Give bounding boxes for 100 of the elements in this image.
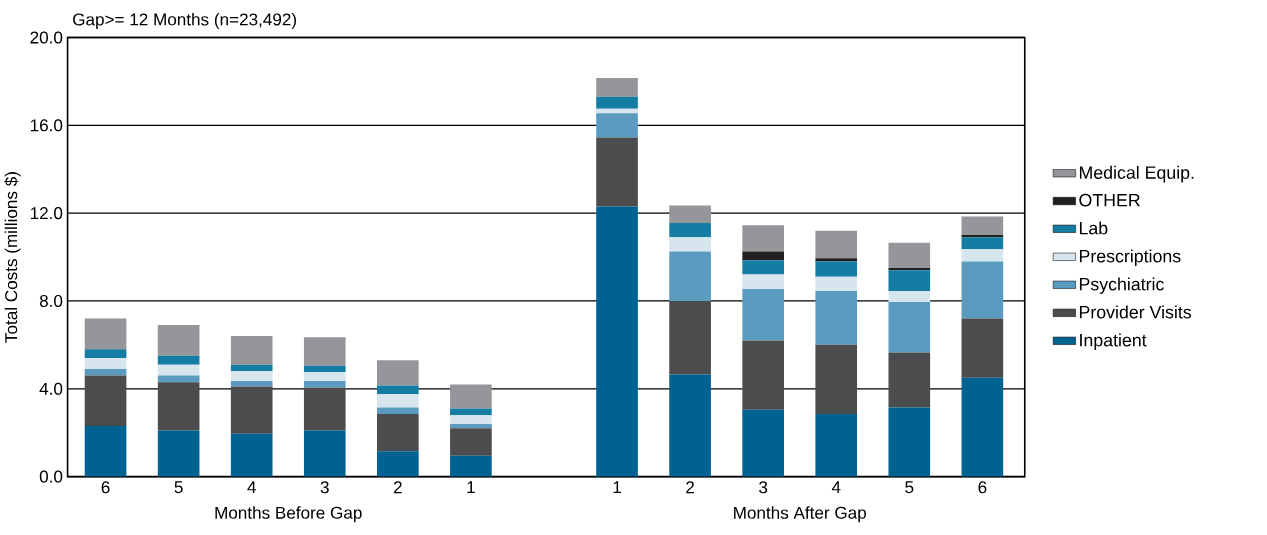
bar [888, 302, 931, 353]
bar [377, 360, 419, 386]
y-tick-label: 8.0 [39, 294, 63, 308]
bar [888, 352, 931, 408]
bar [157, 355, 200, 365]
bar [888, 291, 931, 303]
bar [669, 301, 711, 375]
bar [157, 325, 200, 356]
bar [669, 205, 711, 224]
bar [815, 261, 858, 277]
bar [230, 336, 273, 365]
bar [450, 455, 492, 477]
bar [815, 344, 858, 415]
bar [669, 251, 711, 302]
x-tick-label: 2 [393, 481, 402, 494]
bar [230, 364, 273, 372]
bar [815, 291, 858, 345]
bar [596, 78, 638, 97]
bar [230, 433, 273, 477]
y-axis-title: Total Costs (millions $) [4, 172, 21, 343]
bar [450, 384, 492, 409]
y-tick-label: 20.0 [30, 31, 63, 44]
bar [669, 374, 711, 477]
bar [84, 375, 127, 427]
x-tick-label: 4 [831, 481, 841, 494]
x-tick-label: 5 [905, 481, 914, 494]
bar [596, 137, 638, 207]
x-tick-label: 1 [613, 481, 621, 494]
bar [596, 206, 638, 477]
bar [230, 371, 273, 382]
bar [742, 340, 784, 410]
y-tick-label: 4.0 [39, 382, 63, 395]
bar [84, 349, 127, 359]
bar [377, 451, 419, 477]
bar [84, 369, 127, 376]
y-tick-label: 16.0 [30, 119, 63, 132]
bar [961, 377, 1004, 477]
bar [815, 258, 858, 262]
x-tick-label: 4 [247, 481, 256, 494]
bar [888, 268, 931, 271]
bar [157, 375, 200, 383]
bar [377, 414, 419, 452]
y-tick-label: 0.0 [39, 470, 63, 483]
bar [377, 385, 419, 395]
bar [669, 223, 711, 238]
bar [157, 364, 200, 376]
bar [157, 430, 200, 477]
x-tick-label: 6 [978, 481, 987, 494]
x-tick-label: 1 [467, 481, 475, 494]
text: Months Before Gap [215, 506, 362, 523]
legend-label: Inpatient [1080, 333, 1147, 351]
bar [669, 237, 711, 252]
y-tick-label: 12.0 [30, 207, 63, 220]
bar [742, 225, 784, 252]
bar [450, 428, 492, 456]
bar [961, 249, 1004, 262]
bar [450, 408, 492, 416]
x-tick-label: 3 [759, 481, 768, 494]
bar [303, 381, 346, 388]
bar [961, 261, 1004, 319]
bar [815, 414, 858, 477]
bar [961, 318, 1004, 378]
bar [84, 318, 127, 350]
bar [815, 276, 858, 292]
bar [84, 426, 127, 477]
bar [888, 242, 931, 269]
x-tick-label: 3 [320, 481, 329, 494]
bar [303, 387, 346, 431]
bar [742, 274, 784, 289]
bar [450, 423, 492, 429]
bar [742, 260, 784, 275]
legend-label: OTHER [1079, 193, 1140, 207]
bar [961, 216, 1004, 236]
bar [888, 407, 931, 477]
bar [815, 230, 858, 259]
bar [303, 365, 346, 373]
bar [303, 372, 346, 382]
legend-label: Medical Equip. [1079, 165, 1194, 183]
legend-label: Provider Visits [1079, 305, 1192, 319]
legend-label: Lab [1079, 221, 1108, 235]
text: Months After Gap [734, 506, 866, 523]
bar [377, 407, 419, 415]
bar [230, 381, 273, 387]
bar [230, 386, 273, 434]
bar [377, 394, 419, 408]
bar [961, 237, 1004, 250]
x-tick-label: 5 [174, 481, 183, 494]
x-tick-label: 6 [101, 481, 110, 494]
bar [742, 288, 784, 341]
bar [742, 251, 784, 261]
bar [157, 382, 200, 431]
bar [303, 430, 346, 477]
bar [596, 96, 638, 109]
legend-label: Psychiatric [1079, 277, 1164, 295]
legend-label: Prescriptions [1079, 249, 1181, 267]
bar [596, 113, 638, 138]
bar [888, 270, 931, 292]
bar [596, 108, 638, 114]
chart-title: Gap>= 12 Months (n=23,492) [73, 13, 297, 29]
x-tick-label: 2 [686, 481, 694, 494]
